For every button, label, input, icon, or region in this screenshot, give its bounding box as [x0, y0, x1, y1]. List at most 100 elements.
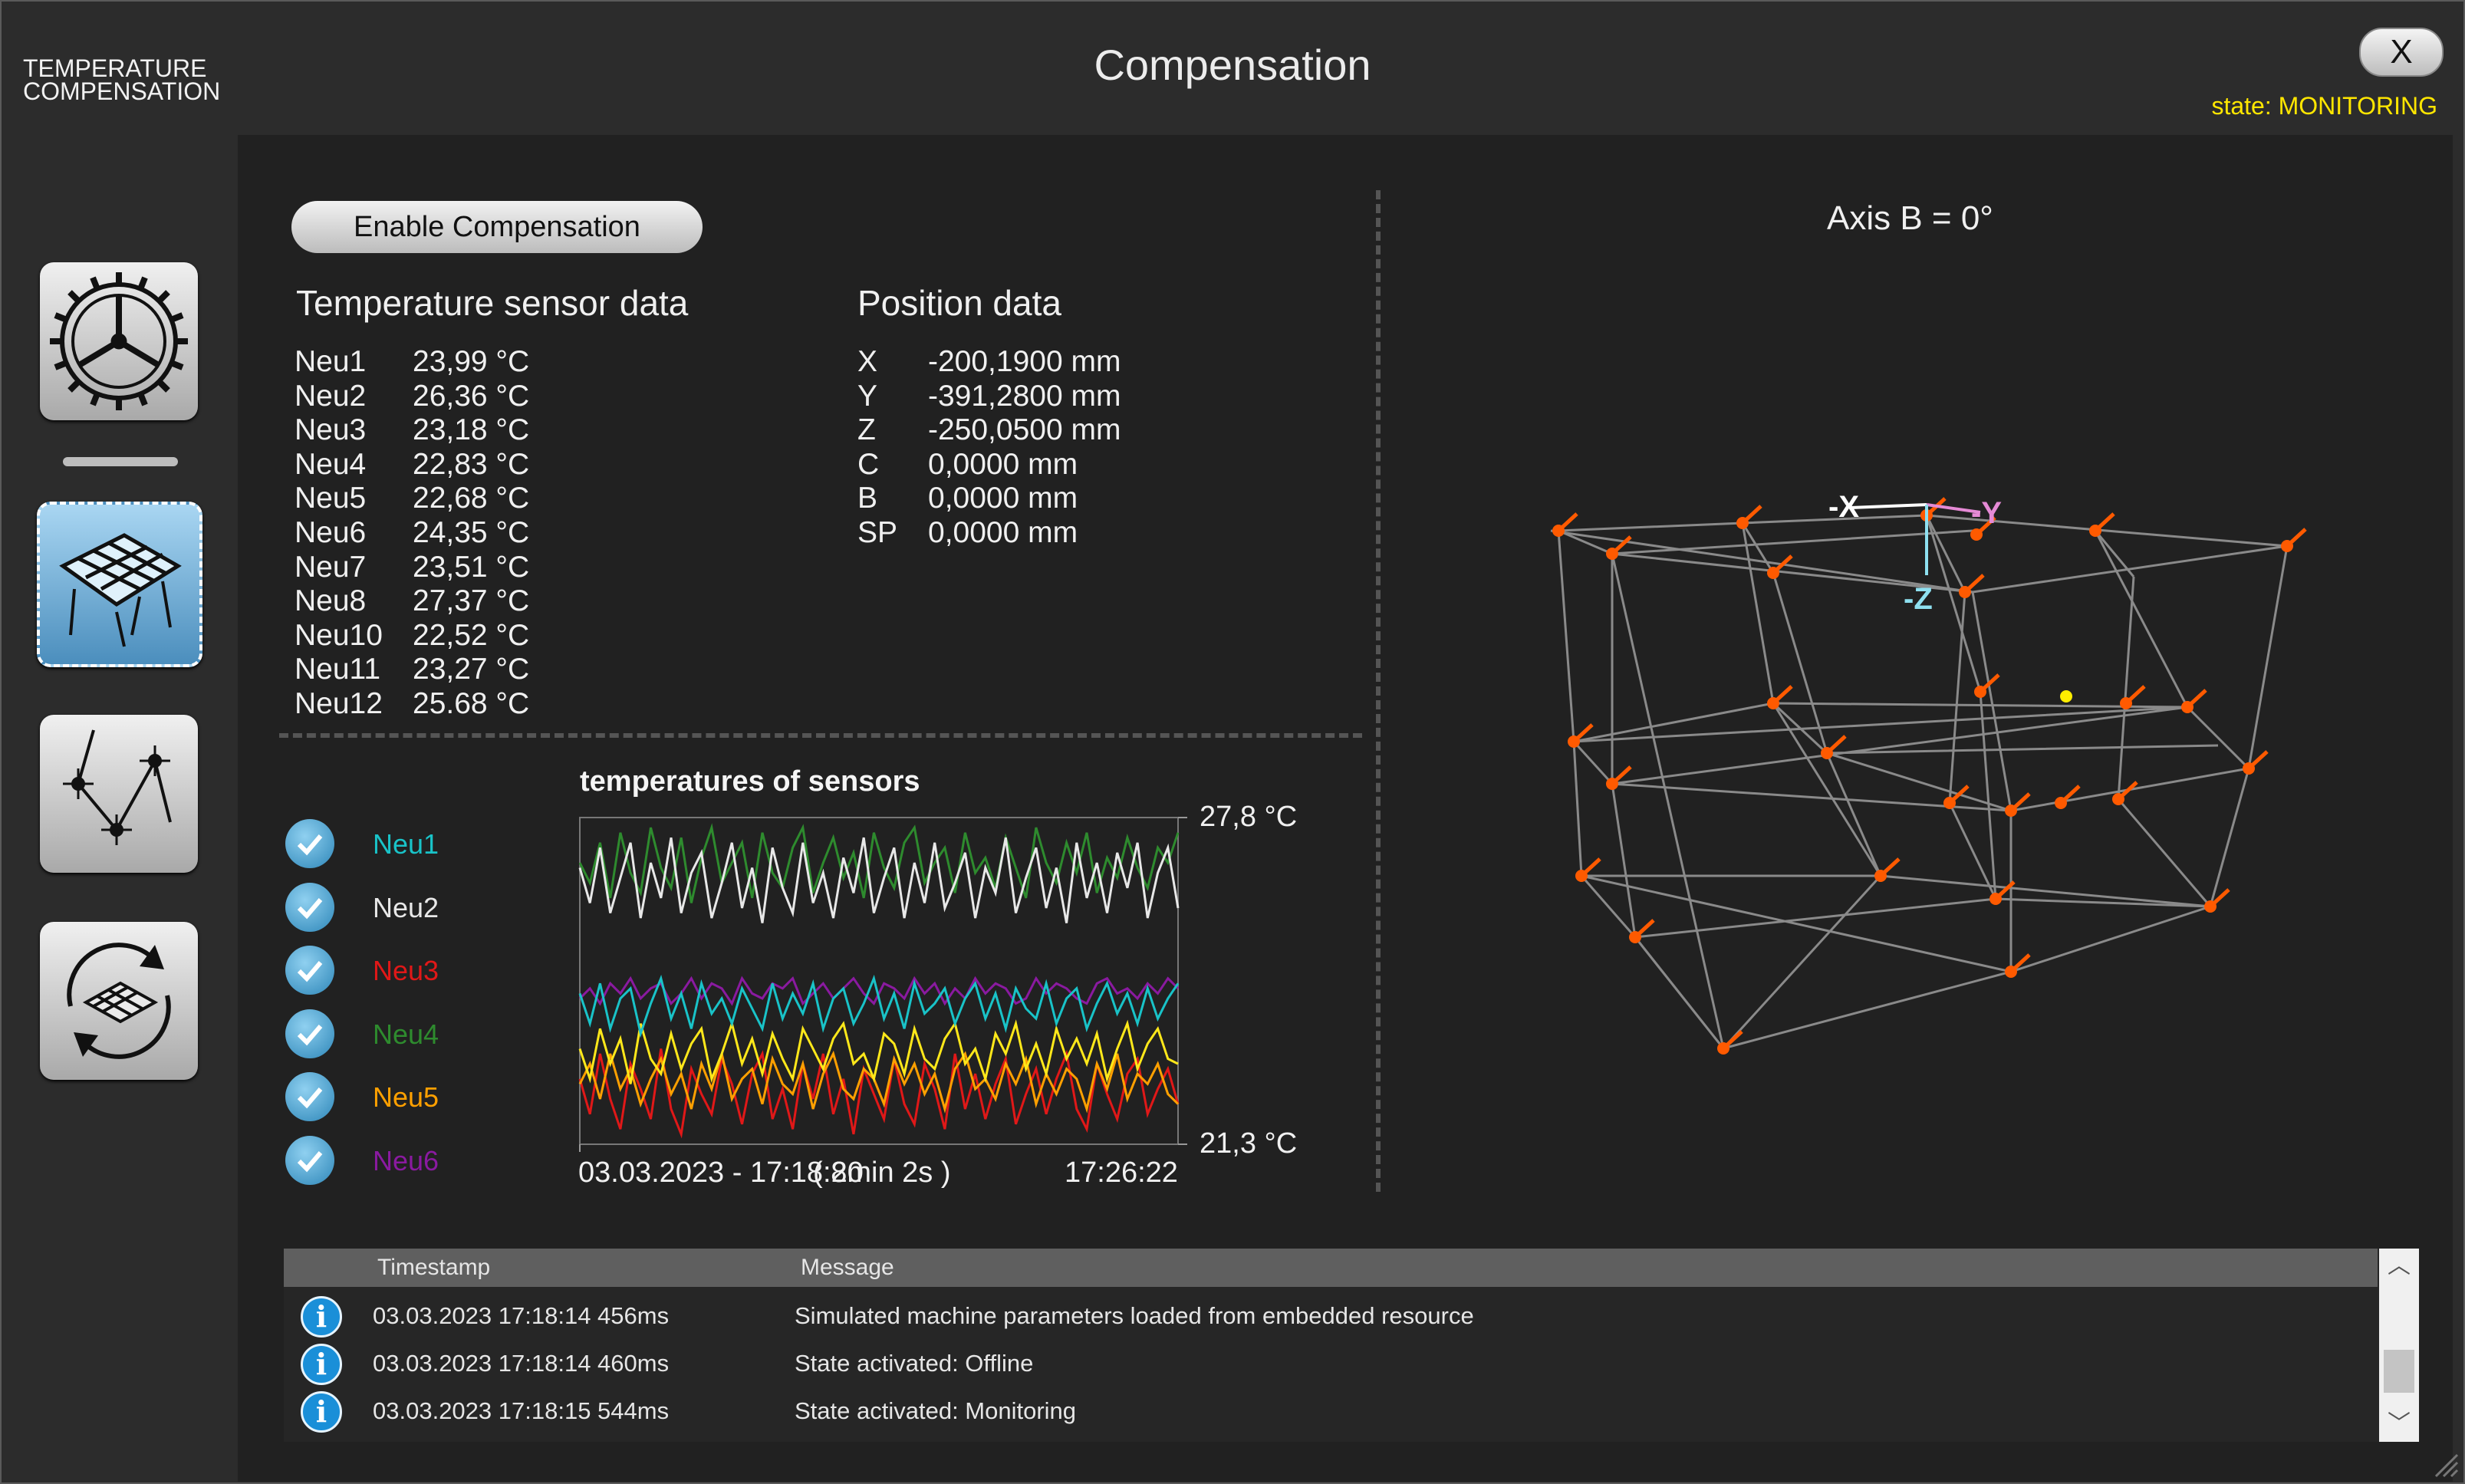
sensor-pin[interactable]: [2005, 805, 2017, 817]
log-header-message[interactable]: Message: [801, 1255, 894, 1280]
checkbox-checked-icon[interactable]: [285, 1072, 334, 1121]
checkbox-checked-icon[interactable]: [285, 946, 334, 995]
sensor-pin[interactable]: [2181, 701, 2193, 713]
sensor-name: Neu10: [295, 618, 383, 652]
checkbox-checked-icon[interactable]: [285, 819, 334, 868]
axis-y-label: -Y: [1971, 496, 2002, 530]
scroll-down-icon[interactable]: ﹀: [2388, 1411, 2411, 1436]
x-span-label: ( 8min 2s ): [813, 1157, 951, 1189]
sensor-pin[interactable]: [1874, 870, 1887, 882]
sensor-name: Neu6: [295, 516, 367, 549]
sensor-pin[interactable]: [1989, 893, 2002, 905]
sensor-pin[interactable]: [1821, 747, 1833, 759]
compensation-surface-icon: [59, 533, 182, 647]
resize-grip-icon[interactable]: [2428, 1447, 2459, 1478]
position-axis: Z: [857, 413, 876, 447]
sidebar-settings-button[interactable]: [40, 262, 198, 420]
refresh-surface-icon: [67, 943, 171, 1059]
checkbox-checked-icon[interactable]: [285, 1135, 334, 1185]
series-line-neu4: [578, 823, 1180, 903]
log-timestamp: 03.03.2023 17:18:15 544ms: [373, 1397, 670, 1424]
log-row[interactable]: i 03.03.2023 17:18:14 460ms State activate…: [284, 1339, 2378, 1385]
sensor-pin[interactable]: [2281, 540, 2293, 552]
sensor-data-heading: Temperature sensor data: [296, 283, 689, 323]
panel-divider-vertical: [1376, 190, 1381, 1192]
sensor-pin[interactable]: [1943, 797, 1956, 809]
log-row[interactable]: i 03.03.2023 17:18:14 456ms Simulated mach…: [284, 1292, 2378, 1338]
state-indicator: state: MONITORING: [2211, 92, 2437, 120]
chart-title: temperatures of sensors: [580, 765, 920, 798]
sensor-value: 24,35 °C: [413, 516, 530, 549]
sensor-pin[interactable]: [2089, 525, 2101, 537]
sensor-name: Neu1: [295, 345, 367, 378]
sensor-name: Neu2: [295, 379, 367, 413]
logo-line-1: TEMPERATURE: [23, 54, 207, 82]
enable-compensation-button[interactable]: Enable Compensation: [291, 201, 703, 253]
position-value: -200,1900 mm: [928, 345, 1121, 378]
scroll-thumb[interactable]: [2384, 1350, 2414, 1393]
sensor-name: Neu8: [295, 584, 367, 618]
sensor-pin[interactable]: [2055, 797, 2067, 809]
sensor-name: Neu12: [295, 687, 383, 720]
checkbox-checked-icon[interactable]: [285, 882, 334, 932]
tool-position-marker: [2060, 690, 2072, 703]
log-message: State activated: Monitoring: [795, 1397, 1077, 1424]
sensor-pin[interactable]: [1606, 778, 1618, 790]
sidebar-refresh-button[interactable]: [40, 922, 198, 1080]
sensor-pin[interactable]: [1970, 528, 1983, 541]
machine-3d-view[interactable]: -X -Y -Z: [1520, 446, 2364, 1091]
sensor-pin[interactable]: [1629, 931, 1641, 943]
sensor-pin[interactable]: [1767, 697, 1779, 709]
position-value: -391,2800 mm: [928, 379, 1121, 413]
scroll-up-icon[interactable]: ︿: [2388, 1253, 2411, 1278]
sensor-value: 23,99 °C: [413, 345, 530, 378]
log-message: State activated: Offline: [795, 1350, 1034, 1377]
legend-label: Neu2: [373, 891, 439, 923]
log-header-timestamp[interactable]: Timestamp: [377, 1255, 491, 1280]
checkbox-checked-icon[interactable]: [285, 1009, 334, 1058]
sensor-pin[interactable]: [1717, 1042, 1729, 1055]
coordinate-axes: -X -Y -Z: [1828, 490, 2002, 616]
sidebar-separator: [63, 457, 178, 466]
position-axis: SP: [857, 516, 898, 549]
sensor-pin[interactable]: [1974, 686, 1986, 698]
legend-label: Neu1: [373, 828, 439, 860]
sensor-name: Neu5: [295, 482, 367, 515]
sensor-value: 23,18 °C: [413, 413, 530, 447]
sensor-value: 27,37 °C: [413, 584, 530, 618]
sensor-pin[interactable]: [1736, 517, 1749, 529]
sensor-pin[interactable]: [2005, 966, 2017, 978]
series-line-neu2: [578, 837, 1180, 923]
sensor-pin[interactable]: [1767, 567, 1779, 579]
sensor-pin[interactable]: [2204, 900, 2217, 913]
series-line-neu3: [578, 1048, 1180, 1139]
sensor-pin[interactable]: [1606, 548, 1618, 560]
info-icon: i: [301, 1391, 342, 1433]
log-message: Simulated machine parameters loaded from…: [795, 1302, 1474, 1329]
series-line-unnamed: [578, 1019, 1179, 1084]
sensor-pin[interactable]: [2243, 762, 2255, 775]
sensor-pin[interactable]: [1568, 735, 1580, 748]
sensor-value: 22,52 °C: [413, 618, 530, 652]
close-button[interactable]: X: [2359, 28, 2444, 77]
sensor-name: Neu11: [295, 653, 381, 686]
log-row[interactable]: i 03.03.2023 17:18:15 544ms State activate…: [284, 1387, 2378, 1433]
sensor-pin[interactable]: [2120, 697, 2132, 709]
sensor-pin[interactable]: [1959, 586, 1971, 598]
sensor-pin[interactable]: [1552, 525, 1565, 537]
position-axis: Y: [857, 379, 878, 413]
sensor-pin[interactable]: [2112, 793, 2124, 805]
position-value: 0,0000 mm: [928, 516, 1078, 549]
message-log: Timestamp Message i 03.03.2023 17:18:14 4…: [284, 1249, 2419, 1442]
log-scrollbar[interactable]: ︿ ﹀: [2379, 1249, 2419, 1442]
position-axis: X: [857, 345, 878, 378]
position-value: 0,0000 mm: [928, 447, 1078, 481]
sidebar-compensation-button[interactable]: [37, 502, 202, 667]
sensor-pin[interactable]: [1575, 870, 1588, 882]
legend-label: Neu6: [373, 1144, 439, 1176]
sensor-value: 22,68 °C: [413, 482, 530, 515]
x-end-label: 17:26:22: [1065, 1157, 1178, 1189]
sidebar-sensors-button[interactable]: [40, 715, 198, 873]
info-icon: i: [301, 1344, 342, 1385]
temperature-chart: [578, 817, 1187, 1152]
